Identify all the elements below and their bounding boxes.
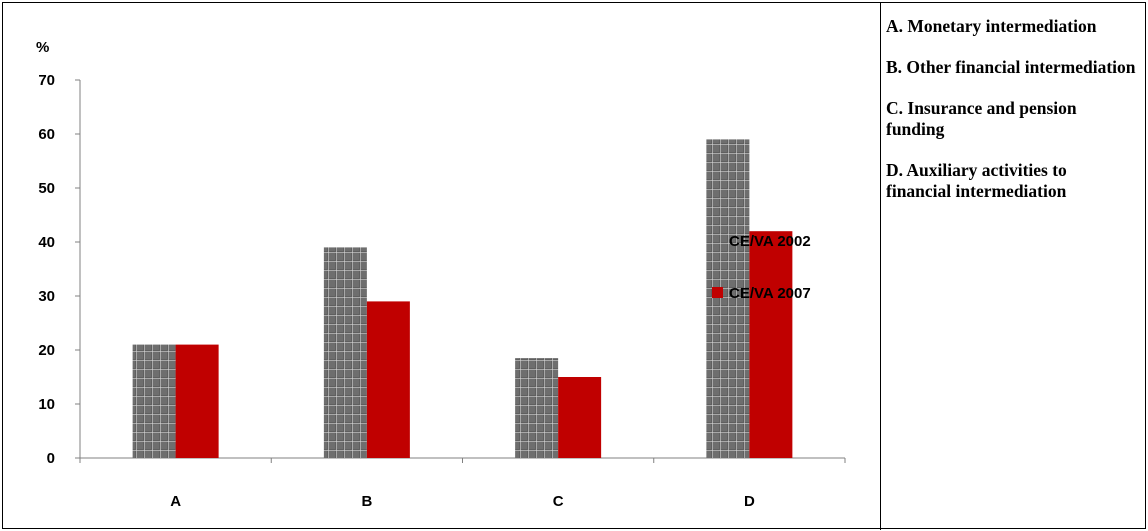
y-tick-label: 40 [38, 234, 55, 251]
legend-label: CE/VA 2002 [729, 233, 811, 250]
bar-ce-va-2007-a [175, 344, 219, 458]
bar-ce-va-2002-a [132, 344, 176, 458]
bar-ce-va-2002-b [323, 247, 367, 458]
legend-swatch [712, 235, 723, 246]
bar-ce-va-2007-b [366, 301, 410, 458]
note-b: B. Other financial intermediation [886, 57, 1136, 77]
y-axis: 0 10 20 30 40 50 60 70 [38, 72, 81, 467]
x-tick-label: B [361, 493, 372, 510]
bar-ce-va-2002-d [706, 139, 750, 458]
y-tick-label: 70 [38, 72, 55, 89]
bar-ce-va-2002-c [515, 358, 559, 458]
y-tick-label: 10 [38, 396, 55, 413]
panel-divider [880, 3, 881, 530]
y-tick-label: 60 [38, 126, 55, 143]
legend-swatch [712, 287, 723, 298]
bar-ce-va-2007-d [749, 231, 793, 458]
y-tick-label: 20 [38, 342, 55, 359]
y-tick-label: 0 [47, 450, 55, 467]
bars [132, 139, 793, 458]
x-tick-label: A [170, 493, 181, 510]
note-c: C. Insurance and pension funding [886, 98, 1077, 139]
x-tick-label: D [744, 493, 755, 510]
x-axis: A B C D [79, 457, 846, 510]
bar-ce-va-2007-c [558, 377, 602, 458]
note-a: A. Monetary intermediation [886, 16, 1097, 36]
legend: CE/VA 2002 CE/VA 2007 [712, 233, 811, 302]
x-tick-label: C [553, 493, 564, 510]
y-tick-label: 50 [38, 180, 55, 197]
legend-label: CE/VA 2007 [729, 285, 811, 302]
note-d: D. Auxiliary activities to financial int… [886, 160, 1067, 201]
y-tick-label: 30 [38, 288, 55, 305]
y-axis-label: % [36, 39, 49, 56]
category-notes: A. Monetary intermediation B. Other fina… [886, 16, 1136, 222]
